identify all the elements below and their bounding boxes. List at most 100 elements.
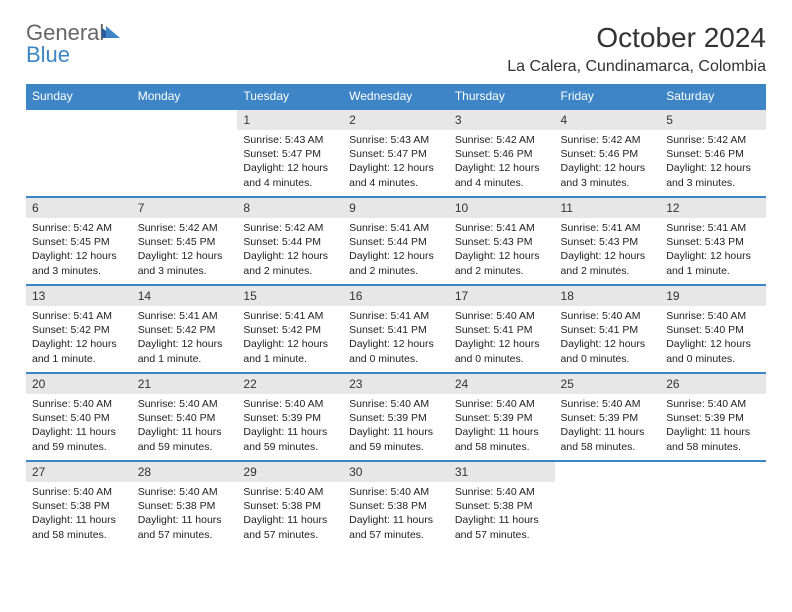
day-details: Sunrise: 5:41 AMSunset: 5:43 PMDaylight:… <box>555 218 661 284</box>
day-number: 28 <box>132 462 238 482</box>
day-number: 5 <box>660 110 766 130</box>
calendar-day-cell: 4Sunrise: 5:42 AMSunset: 5:46 PMDaylight… <box>555 109 661 197</box>
calendar-day-cell: 8Sunrise: 5:42 AMSunset: 5:44 PMDaylight… <box>237 197 343 285</box>
calendar-day-cell: 13Sunrise: 5:41 AMSunset: 5:42 PMDayligh… <box>26 285 132 373</box>
day-number: 16 <box>343 286 449 306</box>
brand-name: GeneralBlue <box>26 22 120 66</box>
calendar-day-cell: . <box>660 461 766 549</box>
day-number: 29 <box>237 462 343 482</box>
day-details: Sunrise: 5:40 AMSunset: 5:39 PMDaylight:… <box>237 394 343 460</box>
calendar-day-cell: . <box>132 109 238 197</box>
calendar-day-cell: 7Sunrise: 5:42 AMSunset: 5:45 PMDaylight… <box>132 197 238 285</box>
day-details: Sunrise: 5:41 AMSunset: 5:43 PMDaylight:… <box>449 218 555 284</box>
calendar-day-cell: 30Sunrise: 5:40 AMSunset: 5:38 PMDayligh… <box>343 461 449 549</box>
calendar-week-row: 27Sunrise: 5:40 AMSunset: 5:38 PMDayligh… <box>26 461 766 549</box>
day-number: 6 <box>26 198 132 218</box>
calendar-body: ..1Sunrise: 5:43 AMSunset: 5:47 PMDaylig… <box>26 109 766 549</box>
day-details: Sunrise: 5:40 AMSunset: 5:39 PMDaylight:… <box>449 394 555 460</box>
day-number: 23 <box>343 374 449 394</box>
weekday-header: Thursday <box>449 84 555 109</box>
weekday-header: Monday <box>132 84 238 109</box>
calendar-day-cell: 6Sunrise: 5:42 AMSunset: 5:45 PMDaylight… <box>26 197 132 285</box>
day-number: 8 <box>237 198 343 218</box>
page-header: GeneralBlue October 2024 La Calera, Cund… <box>26 22 766 76</box>
calendar-day-cell: 24Sunrise: 5:40 AMSunset: 5:39 PMDayligh… <box>449 373 555 461</box>
calendar-day-cell: 14Sunrise: 5:41 AMSunset: 5:42 PMDayligh… <box>132 285 238 373</box>
day-number: 15 <box>237 286 343 306</box>
day-details: Sunrise: 5:42 AMSunset: 5:45 PMDaylight:… <box>26 218 132 284</box>
day-number: 19 <box>660 286 766 306</box>
brand-logo: GeneralBlue <box>26 22 120 66</box>
day-details: Sunrise: 5:40 AMSunset: 5:40 PMDaylight:… <box>26 394 132 460</box>
day-number: 12 <box>660 198 766 218</box>
calendar-day-cell: 17Sunrise: 5:40 AMSunset: 5:41 PMDayligh… <box>449 285 555 373</box>
calendar-day-cell: 16Sunrise: 5:41 AMSunset: 5:41 PMDayligh… <box>343 285 449 373</box>
calendar-day-cell: 22Sunrise: 5:40 AMSunset: 5:39 PMDayligh… <box>237 373 343 461</box>
day-number: 13 <box>26 286 132 306</box>
calendar-day-cell: 25Sunrise: 5:40 AMSunset: 5:39 PMDayligh… <box>555 373 661 461</box>
day-number: 30 <box>343 462 449 482</box>
day-details: Sunrise: 5:40 AMSunset: 5:38 PMDaylight:… <box>26 482 132 548</box>
calendar-week-row: ..1Sunrise: 5:43 AMSunset: 5:47 PMDaylig… <box>26 109 766 197</box>
calendar-page: GeneralBlue October 2024 La Calera, Cund… <box>0 0 792 571</box>
day-number: 22 <box>237 374 343 394</box>
calendar-day-cell: 20Sunrise: 5:40 AMSunset: 5:40 PMDayligh… <box>26 373 132 461</box>
day-details: Sunrise: 5:41 AMSunset: 5:43 PMDaylight:… <box>660 218 766 284</box>
calendar-day-cell: 12Sunrise: 5:41 AMSunset: 5:43 PMDayligh… <box>660 197 766 285</box>
day-number: 1 <box>237 110 343 130</box>
calendar-week-row: 13Sunrise: 5:41 AMSunset: 5:42 PMDayligh… <box>26 285 766 373</box>
day-details: Sunrise: 5:40 AMSunset: 5:41 PMDaylight:… <box>449 306 555 372</box>
day-details: Sunrise: 5:40 AMSunset: 5:38 PMDaylight:… <box>237 482 343 548</box>
day-details: Sunrise: 5:43 AMSunset: 5:47 PMDaylight:… <box>343 130 449 196</box>
calendar-day-cell: 27Sunrise: 5:40 AMSunset: 5:38 PMDayligh… <box>26 461 132 549</box>
day-number: 7 <box>132 198 238 218</box>
day-number: 21 <box>132 374 238 394</box>
day-details: Sunrise: 5:42 AMSunset: 5:46 PMDaylight:… <box>449 130 555 196</box>
day-details: Sunrise: 5:40 AMSunset: 5:41 PMDaylight:… <box>555 306 661 372</box>
weekday-header: Friday <box>555 84 661 109</box>
day-number: 4 <box>555 110 661 130</box>
calendar-day-cell: 1Sunrise: 5:43 AMSunset: 5:47 PMDaylight… <box>237 109 343 197</box>
weekday-header: Sunday <box>26 84 132 109</box>
month-title: October 2024 <box>507 22 766 54</box>
day-number: 27 <box>26 462 132 482</box>
calendar-day-cell: 5Sunrise: 5:42 AMSunset: 5:46 PMDaylight… <box>660 109 766 197</box>
day-details: Sunrise: 5:41 AMSunset: 5:42 PMDaylight:… <box>237 306 343 372</box>
calendar-day-cell: 18Sunrise: 5:40 AMSunset: 5:41 PMDayligh… <box>555 285 661 373</box>
day-details: Sunrise: 5:40 AMSunset: 5:38 PMDaylight:… <box>343 482 449 548</box>
day-number: 11 <box>555 198 661 218</box>
day-details: Sunrise: 5:42 AMSunset: 5:46 PMDaylight:… <box>660 130 766 196</box>
day-details: Sunrise: 5:40 AMSunset: 5:38 PMDaylight:… <box>449 482 555 548</box>
day-details: Sunrise: 5:42 AMSunset: 5:45 PMDaylight:… <box>132 218 238 284</box>
day-number: 31 <box>449 462 555 482</box>
calendar-day-cell: 23Sunrise: 5:40 AMSunset: 5:39 PMDayligh… <box>343 373 449 461</box>
day-details: Sunrise: 5:40 AMSunset: 5:38 PMDaylight:… <box>132 482 238 548</box>
day-number: 17 <box>449 286 555 306</box>
calendar-week-row: 20Sunrise: 5:40 AMSunset: 5:40 PMDayligh… <box>26 373 766 461</box>
calendar-day-cell: 28Sunrise: 5:40 AMSunset: 5:38 PMDayligh… <box>132 461 238 549</box>
day-details: Sunrise: 5:41 AMSunset: 5:44 PMDaylight:… <box>343 218 449 284</box>
day-details: Sunrise: 5:40 AMSunset: 5:39 PMDaylight:… <box>343 394 449 460</box>
day-number: 25 <box>555 374 661 394</box>
title-block: October 2024 La Calera, Cundinamarca, Co… <box>507 22 766 76</box>
day-number: 2 <box>343 110 449 130</box>
day-details: Sunrise: 5:40 AMSunset: 5:39 PMDaylight:… <box>660 394 766 460</box>
calendar-day-cell: 10Sunrise: 5:41 AMSunset: 5:43 PMDayligh… <box>449 197 555 285</box>
day-number: 10 <box>449 198 555 218</box>
calendar-day-cell: . <box>555 461 661 549</box>
calendar-day-cell: 29Sunrise: 5:40 AMSunset: 5:38 PMDayligh… <box>237 461 343 549</box>
calendar-head: SundayMondayTuesdayWednesdayThursdayFrid… <box>26 84 766 109</box>
weekday-row: SundayMondayTuesdayWednesdayThursdayFrid… <box>26 84 766 109</box>
day-details: Sunrise: 5:41 AMSunset: 5:41 PMDaylight:… <box>343 306 449 372</box>
day-number: 18 <box>555 286 661 306</box>
location-text: La Calera, Cundinamarca, Colombia <box>507 58 766 76</box>
weekday-header: Saturday <box>660 84 766 109</box>
day-details: Sunrise: 5:41 AMSunset: 5:42 PMDaylight:… <box>26 306 132 372</box>
day-number: 9 <box>343 198 449 218</box>
day-details: Sunrise: 5:41 AMSunset: 5:42 PMDaylight:… <box>132 306 238 372</box>
calendar-day-cell: 19Sunrise: 5:40 AMSunset: 5:40 PMDayligh… <box>660 285 766 373</box>
calendar-day-cell: 26Sunrise: 5:40 AMSunset: 5:39 PMDayligh… <box>660 373 766 461</box>
calendar-day-cell: 15Sunrise: 5:41 AMSunset: 5:42 PMDayligh… <box>237 285 343 373</box>
flag-icon <box>102 20 120 45</box>
calendar-day-cell: 9Sunrise: 5:41 AMSunset: 5:44 PMDaylight… <box>343 197 449 285</box>
